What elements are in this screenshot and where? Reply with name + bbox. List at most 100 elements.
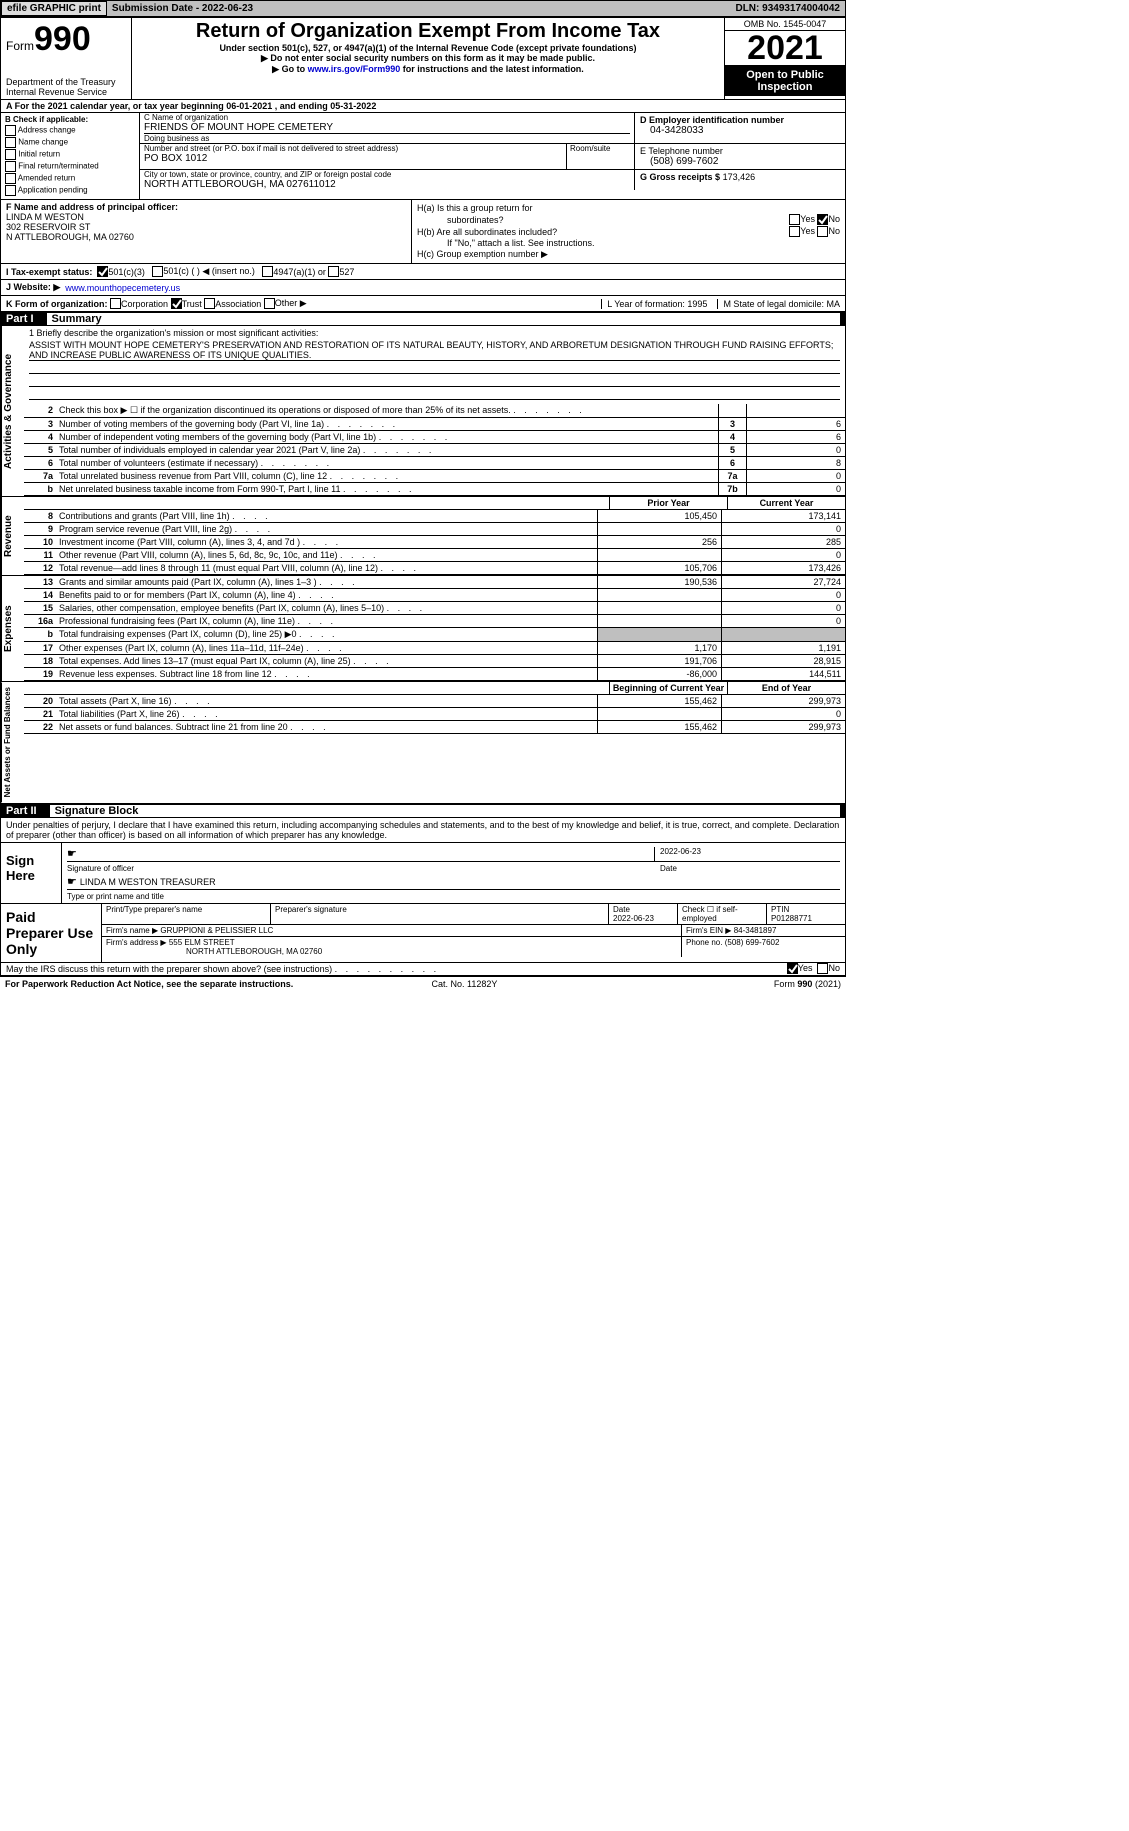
- checkbox-icon: [5, 149, 16, 160]
- signer-name: LINDA M WESTON TREASURER: [80, 877, 216, 887]
- blank-line: [29, 363, 840, 374]
- sig-marker: ☛: [67, 847, 654, 861]
- current-val: 285: [721, 536, 845, 548]
- b-addr-change: Address change: [18, 126, 76, 135]
- prior-val: 155,462: [597, 695, 721, 707]
- room-lbl: Room/suite: [566, 144, 630, 169]
- mission-lbl: 1 Briefly describe the organization's mi…: [29, 328, 840, 338]
- opt-501c: 501(c) ( ) ◀ (insert no.): [163, 266, 254, 277]
- firm-name: GRUPPIONI & PELISSIER LLC: [160, 926, 273, 935]
- line-num: 8: [24, 510, 57, 522]
- footer-form: Form 990 (2021): [774, 979, 841, 989]
- prior-val: [597, 708, 721, 720]
- gross-val: 173,426: [723, 172, 756, 182]
- footer-cat: Cat. No. 11282Y: [432, 979, 498, 989]
- line-item: 11 Other revenue (Part VIII, column (A),…: [24, 549, 845, 562]
- submission-date: Submission Date - 2022-06-23: [107, 3, 258, 14]
- line-item: 7a Total unrelated business revenue from…: [24, 470, 845, 483]
- current-val: 28,915: [721, 655, 845, 667]
- line-item: 13 Grants and similar amounts paid (Part…: [24, 576, 845, 589]
- line-item: 21 Total liabilities (Part X, line 26) .…: [24, 708, 845, 721]
- line-box: 5: [718, 444, 746, 456]
- line-item: 5 Total number of individuals employed i…: [24, 444, 845, 457]
- checkbox-icon: [789, 226, 800, 237]
- checkbox-icon: [5, 185, 16, 196]
- current-val: 1,191: [721, 642, 845, 654]
- prior-val: [597, 589, 721, 601]
- prior-val: 105,450: [597, 510, 721, 522]
- line-num: 16a: [24, 615, 57, 627]
- no-lbl: No: [828, 963, 840, 973]
- ein-val: 04-3428033: [640, 125, 840, 136]
- irs-link[interactable]: www.irs.gov/Form990: [308, 64, 401, 74]
- yes-lbl: Yes: [800, 226, 815, 236]
- section-i: I Tax-exempt status: 501(c)(3) 501(c) ( …: [1, 264, 845, 280]
- form-word: Form: [6, 39, 34, 53]
- check-icon: [171, 298, 182, 309]
- mission-block: 1 Briefly describe the organization's mi…: [24, 326, 845, 404]
- checkbox-icon: [5, 137, 16, 148]
- form-title: Return of Organization Exempt From Incom…: [137, 20, 719, 43]
- line-text: Total number of volunteers (estimate if …: [57, 457, 718, 469]
- line-text: Total expenses. Add lines 13–17 (must eq…: [57, 655, 597, 667]
- hb-lbl: H(b) Are all subordinates included?: [417, 227, 557, 237]
- line-text: Benefits paid to or for members (Part IX…: [57, 589, 597, 601]
- line-item: b Net unrelated business taxable income …: [24, 483, 845, 496]
- line-num: b: [24, 483, 57, 495]
- checkbox-icon: [264, 298, 275, 309]
- officer-addr2: N ATTLEBOROUGH, MA 02760: [6, 232, 406, 242]
- firm-ph-lbl: Phone no.: [686, 938, 722, 947]
- line-item: 8 Contributions and grants (Part VIII, l…: [24, 510, 845, 523]
- line-item: 4 Number of independent voting members o…: [24, 431, 845, 444]
- current-val: 27,724: [721, 576, 845, 588]
- form-body: Form990 Department of the Treasury Inter…: [0, 17, 846, 977]
- prior-val: 1,170: [597, 642, 721, 654]
- check-icon: [787, 963, 798, 974]
- prior-val: [597, 523, 721, 535]
- current-year-hdr: Current Year: [727, 497, 845, 509]
- city-lbl: City or town, state or province, country…: [144, 170, 630, 179]
- addr-val: PO BOX 1012: [144, 153, 566, 164]
- blank-line: [29, 376, 840, 387]
- line-num: 13: [24, 576, 57, 588]
- line-num: 11: [24, 549, 57, 561]
- pp-signature: Preparer's signature: [271, 904, 609, 924]
- blank-line: [29, 389, 840, 400]
- pp-print-name: Print/Type preparer's name: [102, 904, 271, 924]
- line-item: 17 Other expenses (Part IX, column (A), …: [24, 642, 845, 655]
- checkbox-icon: [817, 963, 828, 974]
- part1-num: Part I: [6, 313, 42, 325]
- line-item: 3 Number of voting members of the govern…: [24, 418, 845, 431]
- firm-addr2: NORTH ATTLEBOROUGH, MA 02760: [106, 947, 322, 956]
- prior-val: 105,706: [597, 562, 721, 574]
- subtitle-1: Under section 501(c), 527, or 4947(a)(1)…: [137, 43, 719, 53]
- current-val: 0: [721, 549, 845, 561]
- sig-officer-lbl: Signature of officer: [67, 864, 660, 873]
- current-val: [721, 628, 845, 641]
- website-link[interactable]: www.mounthopecemetery.us: [65, 283, 180, 293]
- section-cde: C Name of organization FRIENDS OF MOUNT …: [140, 113, 845, 199]
- line-text: Grants and similar amounts paid (Part IX…: [57, 576, 597, 588]
- line-box: 7a: [718, 470, 746, 482]
- line-val: 8: [746, 457, 845, 469]
- line-val: 0: [746, 444, 845, 456]
- tax-year: 2021: [725, 31, 845, 66]
- line-item: 22 Net assets or fund balances. Subtract…: [24, 721, 845, 734]
- discuss-lbl: May the IRS discuss this return with the…: [6, 964, 332, 974]
- pp-ptin: P01288771: [771, 914, 812, 923]
- part1-header: Part I Summary: [1, 312, 845, 326]
- pp-self-emp: Check ☐ if self-employed: [678, 904, 767, 924]
- line-item: 9 Program service revenue (Part VIII, li…: [24, 523, 845, 536]
- check-icon: [97, 266, 108, 277]
- row-a-period: A For the 2021 calendar year, or tax yea…: [1, 100, 845, 113]
- spacer: [24, 497, 609, 509]
- subtitle-3: ▶ Go to www.irs.gov/Form990 for instruct…: [137, 64, 719, 75]
- hb-note: If "No," attach a list. See instructions…: [417, 238, 840, 248]
- section-b: B Check if applicable: Address change Na…: [1, 113, 140, 199]
- footer: For Paperwork Reduction Act Notice, see …: [0, 977, 846, 991]
- sub3-pre: ▶ Go to: [272, 64, 307, 74]
- k-corp: Corporation: [121, 299, 168, 309]
- prior-val: -86,000: [597, 668, 721, 680]
- line-num: 18: [24, 655, 57, 667]
- mission-text: ASSIST WITH MOUNT HOPE CEMETERY'S PRESER…: [29, 340, 840, 361]
